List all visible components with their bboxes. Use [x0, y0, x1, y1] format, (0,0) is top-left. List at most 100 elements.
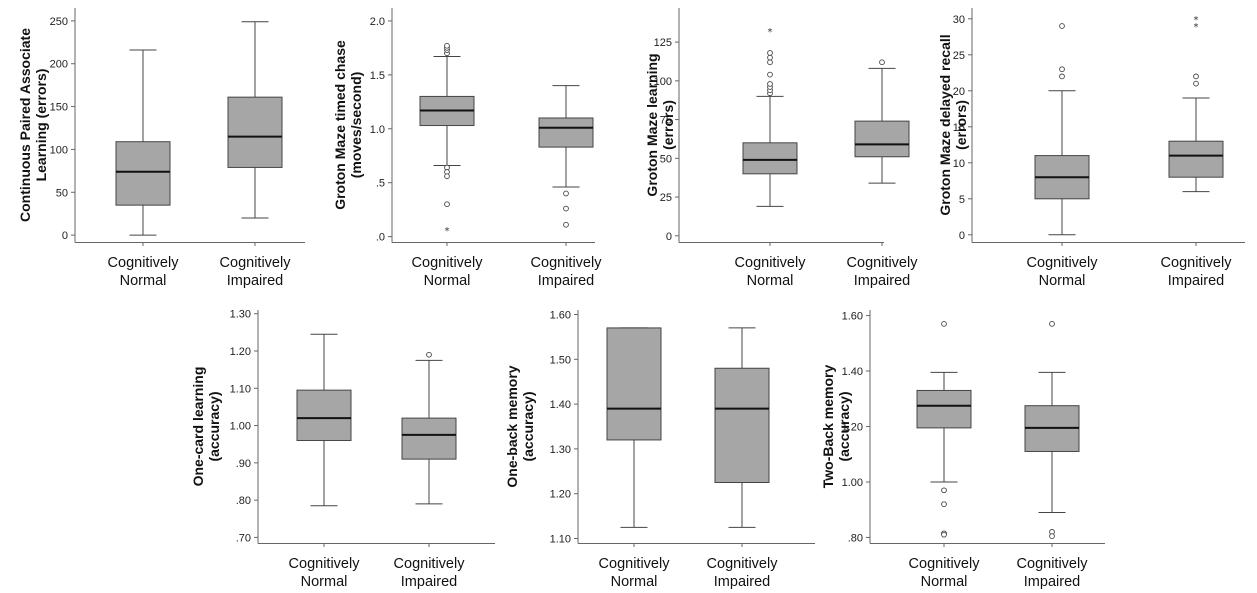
x-category-label: Cognitively Normal	[599, 556, 671, 590]
x-category-label-line: Cognitively	[531, 255, 603, 271]
x-category-label-line: Impaired	[714, 574, 770, 590]
x-category-label: Cognitively Impaired	[220, 255, 292, 289]
box-impaired	[714, 327, 770, 528]
y-axis-label-line: (errors)	[660, 100, 676, 150]
outlier-point	[426, 351, 432, 358]
y-tick-label: 5	[959, 194, 965, 206]
y-axis-label: One-back memory(accuracy)	[504, 365, 536, 487]
y-axis-label-line: (accuracy)	[206, 391, 222, 461]
x-category-label: Cognitively Impaired	[847, 255, 919, 289]
y-axis-label-line: Two-Back memory	[820, 365, 836, 489]
y-tick-label: 1.20	[550, 489, 571, 501]
x-category-label: Cognitively Normal	[289, 556, 361, 590]
iqr-box	[227, 96, 283, 168]
y-tick-label: 1.40	[550, 399, 571, 411]
y-tick-label: .0	[376, 232, 385, 244]
x-category-label-line: Normal	[424, 273, 471, 289]
y-axis-label-line: (errors)	[953, 100, 969, 150]
outlier-point	[1049, 321, 1055, 327]
outlier-point	[444, 173, 450, 180]
y-tick-label: 1.30	[230, 309, 251, 321]
y-tick-label: 50	[660, 153, 672, 165]
y-tick-label: 15	[953, 122, 965, 134]
x-category-label-line: Impaired	[1168, 273, 1224, 289]
x-category-label: Cognitively Normal	[735, 255, 807, 289]
y-axis-label-line: One-card learning	[190, 367, 206, 487]
box-impaired	[538, 85, 594, 228]
outlier-point	[1193, 80, 1199, 87]
y-axis-label-line: (accuracy)	[520, 391, 536, 461]
box-normal	[115, 49, 171, 236]
x-category-label: Cognitively Impaired	[707, 556, 779, 590]
outlier-point	[1049, 533, 1055, 539]
y-tick-label: 2.0	[370, 16, 385, 28]
y-tick-label: 10	[953, 158, 965, 170]
x-category-label-line: Impaired	[227, 273, 283, 289]
outlier-point	[1059, 66, 1065, 73]
x-category-label-line: Normal	[611, 574, 658, 590]
x-category-label-line: Cognitively	[707, 556, 779, 572]
x-category-label-line: Cognitively	[847, 255, 919, 271]
box-normal	[296, 333, 352, 507]
panel-6: 1.10 1.20 1.30 1.40 1.50 1.60 One-back memory(…	[504, 309, 815, 590]
x-category-label: Cognitively Normal	[412, 255, 484, 289]
y-tick-label: .90	[236, 458, 251, 470]
y-axis-label-line: Groton Maze timed chase	[332, 40, 348, 210]
y-tick-label: .80	[848, 532, 863, 544]
y-tick-label: 1.50	[550, 354, 571, 366]
outlier-point	[767, 54, 773, 61]
outlier-point	[563, 190, 569, 197]
y-tick-label: 0	[62, 230, 68, 242]
y-tick-label: 100	[50, 144, 68, 156]
x-category-label-line: Normal	[921, 574, 968, 590]
x-category-label-line: Normal	[747, 273, 794, 289]
y-tick-label: 30	[953, 14, 965, 26]
outlier-point	[941, 501, 947, 508]
panel-2: .0 .5 1.0 1.5 2.0 Groton Maze timed chase(mov…	[332, 8, 602, 289]
x-category-label: Cognitively Normal	[1027, 255, 1099, 289]
box-normal	[606, 327, 662, 528]
y-axis-label-line: (moves/second)	[348, 72, 364, 179]
y-tick-label: 125	[654, 37, 672, 49]
x-category-label-line: Normal	[301, 574, 348, 590]
box-impaired	[1024, 321, 1080, 539]
y-tick-label: .70	[236, 532, 251, 544]
iqr-box	[296, 389, 352, 441]
panel-5: .70 .80 .90 1.00 1.10 1.20 1.30 One-card learni…	[190, 309, 495, 590]
y-tick-label: 1.5	[370, 70, 385, 82]
x-category-label-line: Impaired	[401, 574, 457, 590]
x-category-label-line: Cognitively	[108, 255, 180, 271]
x-category-label: Cognitively Impaired	[1017, 556, 1089, 590]
box-normal: *	[419, 42, 475, 237]
y-axis-label: Groton Maze delayed recall(errors)	[937, 34, 969, 215]
y-tick-label: .80	[236, 495, 251, 507]
iqr-box	[854, 120, 910, 158]
y-tick-label: 1.20	[230, 346, 251, 358]
outlier-point	[941, 531, 947, 538]
y-axis-label: Groton Maze learning(errors)	[644, 53, 676, 196]
outlier-point	[767, 59, 773, 66]
x-category-label-line: Impaired	[1024, 574, 1080, 590]
y-axis-label-line: Groton Maze delayed recall	[937, 34, 953, 215]
y-tick-label: 100	[654, 76, 672, 88]
y-tick-label: 1.0	[370, 124, 385, 136]
x-category-label-line: Cognitively	[289, 556, 361, 572]
iqr-box	[401, 417, 457, 460]
outlier-point	[1193, 73, 1199, 80]
box-normal	[1034, 23, 1090, 236]
box-normal: *	[742, 27, 798, 207]
x-category-label: Cognitively Normal	[108, 255, 180, 289]
x-category-label: Cognitively Impaired	[394, 556, 466, 590]
y-tick-label: 1.60	[550, 309, 571, 321]
y-axis-label-line: One-back memory	[504, 365, 520, 487]
x-category-label: Cognitively Impaired	[1161, 255, 1233, 289]
iqr-box	[916, 389, 972, 429]
y-tick-label: 250	[50, 16, 68, 28]
iqr-box	[538, 117, 594, 148]
y-tick-label: 25	[953, 50, 965, 62]
y-tick-label: 1.10	[550, 534, 571, 546]
y-tick-label: 0	[666, 231, 672, 243]
outlier-point	[444, 42, 450, 49]
panel-7: .80 1.00 1.20 1.40 1.60 Two-Back memory(accur…	[820, 310, 1105, 590]
